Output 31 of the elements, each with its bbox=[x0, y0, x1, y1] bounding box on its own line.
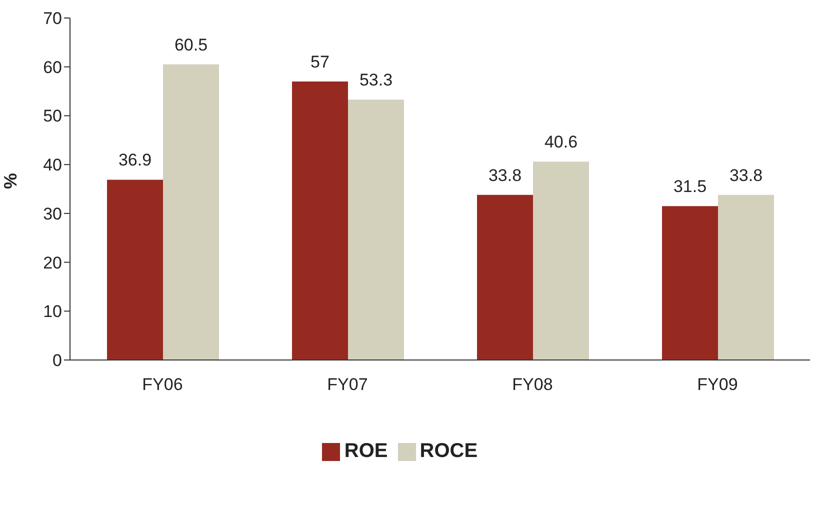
bar bbox=[718, 194, 774, 360]
y-tick-label: 10 bbox=[43, 302, 62, 322]
bar bbox=[292, 82, 348, 360]
x-tick-label: FY08 bbox=[512, 375, 553, 394]
data-label: 57 bbox=[310, 52, 330, 72]
data-label: 36.9 bbox=[118, 150, 152, 170]
bar bbox=[348, 100, 404, 360]
bar bbox=[662, 206, 718, 360]
x-tick-label: FY09 bbox=[697, 375, 738, 394]
bar bbox=[107, 180, 163, 360]
y-tick-label: 40 bbox=[43, 156, 62, 175]
x-tick-label: FY06 bbox=[142, 375, 183, 394]
y-tick-label: 0 bbox=[52, 351, 62, 370]
bar bbox=[533, 162, 589, 360]
y-tick-label: 50 bbox=[43, 106, 62, 126]
y-tick-label: 30 bbox=[43, 204, 62, 224]
bar bbox=[477, 194, 533, 360]
legend-label: ROE bbox=[344, 440, 388, 462]
y-tick-label: 70 bbox=[43, 9, 62, 28]
data-label: 60.5 bbox=[174, 35, 208, 54]
bar bbox=[163, 64, 219, 360]
x-tick-label: FY07 bbox=[327, 375, 368, 394]
data-label: 31.5 bbox=[673, 177, 707, 196]
legend-label: ROCE bbox=[420, 440, 478, 462]
y-tick-label: 60 bbox=[43, 58, 62, 77]
data-label: 53.3 bbox=[359, 70, 393, 90]
y-tick-label: 20 bbox=[43, 253, 62, 272]
data-label: 40.6 bbox=[544, 132, 578, 152]
y-axis-title: % bbox=[0, 172, 20, 189]
data-label: 33.8 bbox=[488, 166, 522, 185]
data-label: 33.8 bbox=[729, 166, 763, 185]
